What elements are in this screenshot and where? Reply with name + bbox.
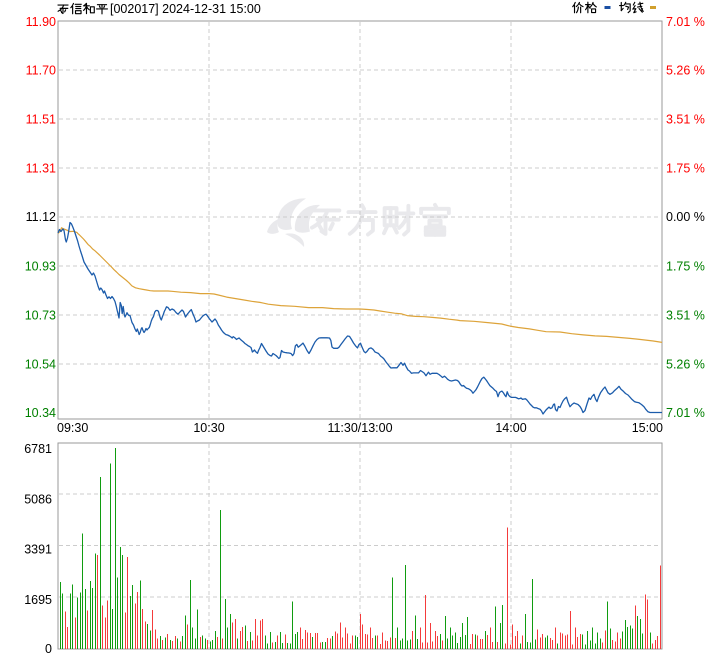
svg-text:5.26 %: 5.26 % — [666, 63, 705, 77]
svg-text:15:00: 15:00 — [632, 421, 663, 435]
svg-text:3391: 3391 — [24, 542, 52, 556]
svg-text:0.00 %: 0.00 % — [666, 210, 705, 224]
svg-text:10.93: 10.93 — [25, 259, 56, 273]
svg-text:1.75 %: 1.75 % — [666, 259, 705, 273]
svg-text:10.54: 10.54 — [25, 357, 56, 371]
svg-text:11.90: 11.90 — [26, 15, 56, 29]
svg-text:10.73: 10.73 — [25, 308, 56, 322]
svg-text:6781: 6781 — [24, 442, 52, 456]
svg-text:11.12: 11.12 — [26, 210, 56, 224]
svg-text:5.26 %: 5.26 % — [666, 357, 705, 371]
svg-text:14:00: 14:00 — [495, 421, 526, 435]
svg-text:7.01 %: 7.01 % — [666, 406, 705, 420]
svg-text:0: 0 — [45, 642, 52, 655]
svg-text:3.51 %: 3.51 % — [666, 112, 705, 126]
svg-text:5086: 5086 — [24, 492, 52, 506]
svg-text:11:30/13:00: 11:30/13:00 — [327, 421, 392, 435]
svg-text:3.51 %: 3.51 % — [666, 308, 705, 322]
svg-text:11.70: 11.70 — [26, 63, 56, 77]
svg-text:09:30: 09:30 — [57, 421, 88, 435]
svg-text:1.75 %: 1.75 % — [666, 161, 705, 175]
svg-text:[002017] 2024-12-31 15:00: [002017] 2024-12-31 15:00 — [110, 2, 261, 16]
svg-text:10.34: 10.34 — [25, 406, 56, 420]
svg-text:1695: 1695 — [24, 593, 52, 607]
svg-text:11.31: 11.31 — [26, 161, 56, 175]
svg-text:7.01 %: 7.01 % — [666, 15, 705, 29]
svg-text:10:30: 10:30 — [193, 421, 224, 435]
svg-text:11.51: 11.51 — [26, 112, 56, 126]
